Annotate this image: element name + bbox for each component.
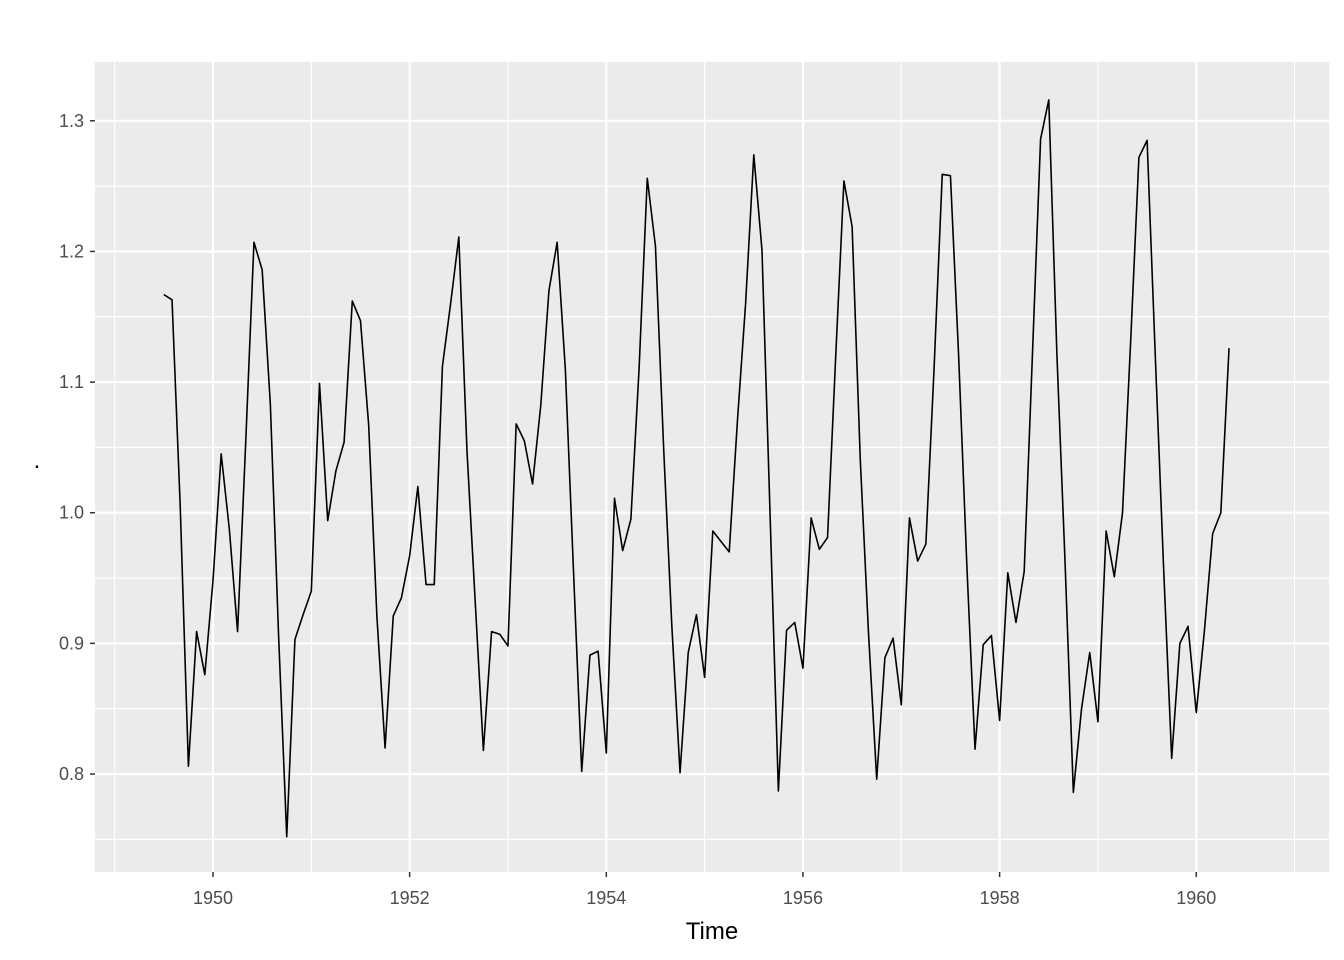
y-tick-label: 0.8 xyxy=(59,764,84,784)
x-tick-label: 1960 xyxy=(1176,888,1216,908)
y-tick-label: 0.9 xyxy=(59,633,84,653)
y-tick-label: 1.2 xyxy=(59,241,84,261)
y-tick-label: 1.0 xyxy=(59,503,84,523)
y-axis-title: . xyxy=(34,447,41,474)
x-tick-label: 1954 xyxy=(586,888,626,908)
x-tick-label: 1956 xyxy=(783,888,823,908)
x-tick-label: 1950 xyxy=(193,888,233,908)
x-axis-title: Time xyxy=(686,918,738,945)
x-axis-ticks: 1950 1952 1954 1956 1958 1960 xyxy=(193,872,1216,908)
plot-panel xyxy=(95,62,1329,872)
major-gridlines xyxy=(95,62,1329,872)
y-tick-label: 1.3 xyxy=(59,111,84,131)
data-series-line xyxy=(163,99,1230,838)
y-axis-ticks: 0.8 0.9 1.0 1.1 1.2 1.3 xyxy=(59,111,95,784)
x-tick-label: 1952 xyxy=(390,888,430,908)
y-tick-label: 1.1 xyxy=(59,372,84,392)
minor-gridlines xyxy=(95,62,1329,872)
x-tick-label: 1958 xyxy=(980,888,1020,908)
